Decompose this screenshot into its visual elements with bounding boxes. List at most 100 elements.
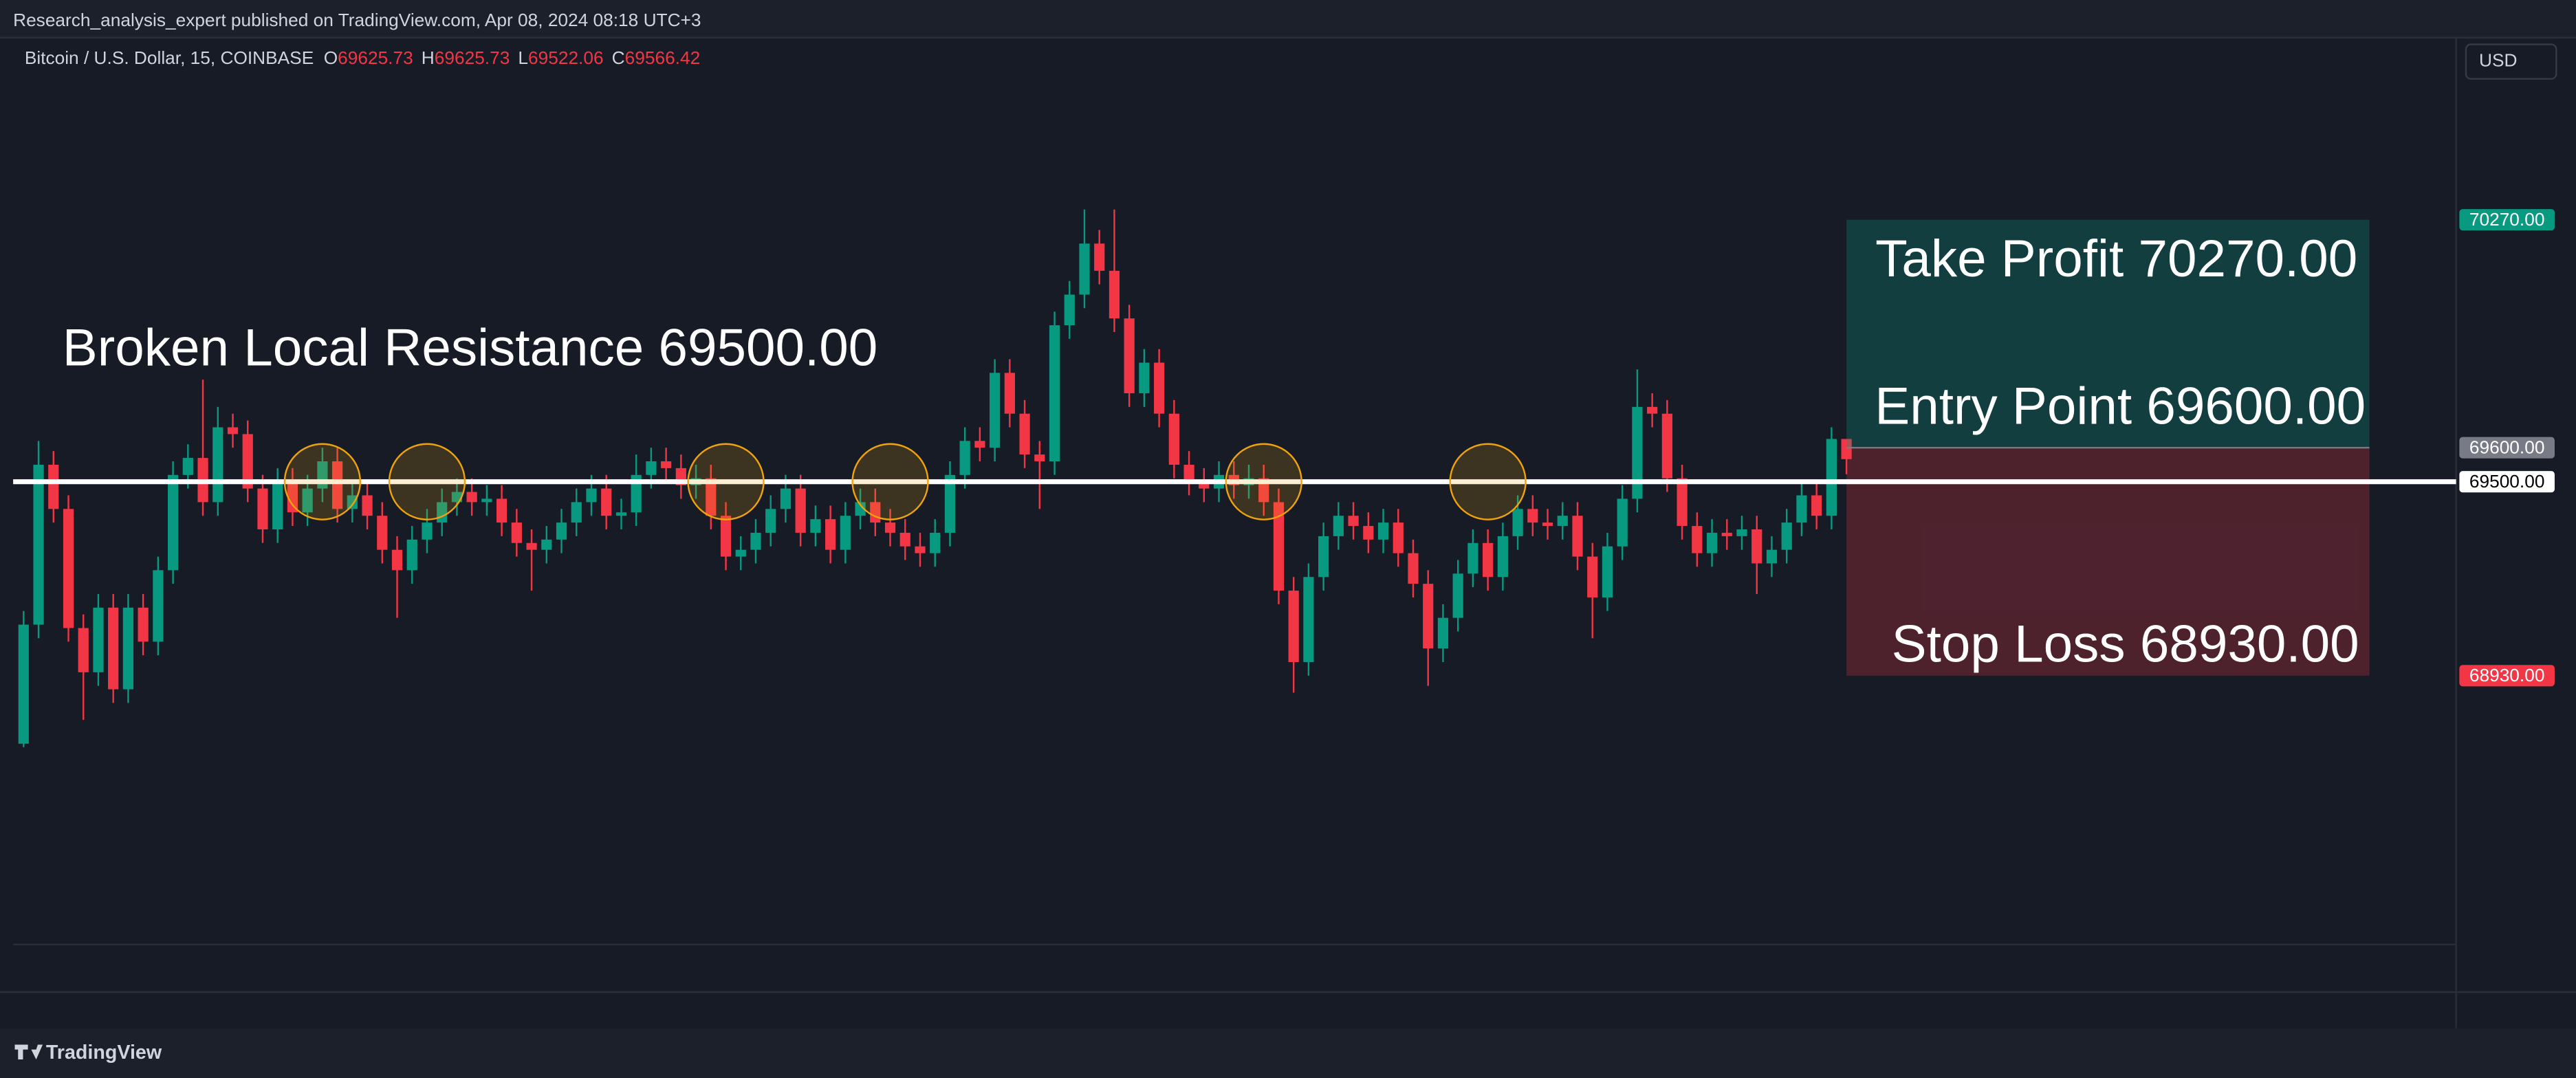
- candle-body: [1497, 536, 1508, 578]
- candle-body: [1109, 270, 1120, 319]
- candle-body: [167, 474, 179, 571]
- legend-value: 69566.42: [625, 47, 701, 68]
- candle-body: [1512, 509, 1523, 536]
- loss-zone: [1846, 448, 2370, 676]
- candle-body: [1557, 516, 1568, 527]
- brand: TradingView: [46, 1042, 162, 1064]
- legend: Bitcoin / U.S. Dollar, 15, COINBASE O696…: [25, 47, 700, 68]
- touch-circle: [851, 443, 929, 520]
- candle-body: [18, 624, 29, 744]
- candle-body: [1303, 577, 1314, 662]
- candle-body: [1587, 556, 1598, 597]
- plot: [18, 209, 1852, 747]
- candle-body: [706, 478, 717, 516]
- candle-body: [1258, 478, 1269, 503]
- legend-value: 69522.06: [528, 47, 604, 68]
- candle-body: [122, 607, 134, 690]
- legend-letter: O: [324, 47, 338, 68]
- candle-body: [780, 488, 792, 509]
- candle-body: [541, 539, 552, 550]
- legend-letter: C: [612, 47, 625, 68]
- candle-body: [347, 495, 358, 509]
- currency-button[interactable]: [2465, 43, 2557, 80]
- publish-info: Research_analysis_expert published on Tr…: [13, 10, 701, 30]
- candle-body: [1333, 516, 1344, 536]
- candle-body: [1527, 509, 1538, 523]
- touch-circle: [283, 443, 362, 520]
- candle-body: [1004, 373, 1015, 414]
- candle-body: [899, 532, 910, 547]
- candle-body: [272, 481, 283, 529]
- profit-zone: [1846, 219, 2370, 448]
- candle-body: [750, 532, 761, 550]
- candle-body: [33, 464, 44, 625]
- candle-body: [182, 458, 193, 475]
- candle-body: [1168, 413, 1179, 465]
- candle-body: [78, 628, 89, 672]
- candle-body: [481, 498, 492, 503]
- candle-body: [302, 488, 313, 513]
- legend-value: 69625.73: [435, 47, 510, 68]
- candle-body: [1377, 522, 1389, 540]
- candle-body: [1766, 549, 1778, 564]
- candle-body: [1677, 478, 1688, 527]
- candle-body: [1452, 573, 1463, 618]
- candle-body: [974, 441, 985, 448]
- candle-body: [1199, 481, 1210, 489]
- candle-body: [391, 549, 403, 571]
- candle-body: [1124, 318, 1135, 394]
- candle-body: [1423, 584, 1434, 649]
- candle-body: [1692, 526, 1703, 553]
- annotation: Entry Point 69600.00: [1875, 377, 2366, 435]
- candle-body: [915, 546, 926, 553]
- candle-body: [1034, 454, 1045, 462]
- candle-body: [511, 522, 522, 543]
- candle-body: [63, 509, 74, 628]
- candle-body: [735, 549, 746, 557]
- price-tag: [2459, 665, 2555, 687]
- candle-body: [586, 488, 597, 503]
- candle-body: [1064, 294, 1075, 326]
- candle-body: [48, 464, 59, 509]
- candle-body: [1841, 439, 1852, 459]
- candle-body: [1019, 413, 1030, 455]
- candle-body: [1781, 522, 1792, 550]
- candle-body: [601, 488, 612, 516]
- touch-circle: [1449, 443, 1527, 520]
- price-tag-label: 69600.00: [2469, 437, 2545, 457]
- legend-value: 69625.73: [338, 47, 413, 68]
- currency[interactable]: USD: [2479, 50, 2517, 71]
- candle-body: [1572, 516, 1583, 557]
- candle-body: [1467, 542, 1478, 574]
- annotation: Broken Local Resistance 69500.00: [63, 318, 878, 377]
- bottom-bar: [0, 1028, 2576, 1078]
- candle-body: [422, 522, 433, 540]
- price-tag: [2459, 209, 2555, 231]
- annotation: Stop Loss 68930.00: [1892, 615, 2359, 673]
- candle-body: [377, 516, 388, 550]
- touch-circle: [687, 443, 765, 520]
- candle-body: [153, 570, 164, 642]
- candle-body: [1647, 406, 1658, 414]
- candle-body: [944, 474, 956, 533]
- candle-body: [1811, 495, 1822, 516]
- legend-letter: L: [518, 47, 528, 68]
- candle-body: [1796, 495, 1807, 523]
- candle-body: [138, 607, 149, 642]
- candle-body: [1602, 546, 1613, 597]
- candle-body: [1706, 532, 1718, 553]
- candle-body: [496, 498, 507, 523]
- candle-body: [1139, 362, 1150, 394]
- candle-body: [1049, 325, 1060, 462]
- touch-circle: [1225, 443, 1302, 520]
- candle-body: [466, 492, 477, 503]
- price-tag-label: 68930.00: [2469, 665, 2545, 685]
- candle-body: [1154, 362, 1165, 414]
- symbol: Bitcoin / U.S. Dollar, 15, COINBASE: [25, 47, 314, 68]
- candle-body: [1393, 522, 1404, 553]
- candle-body: [959, 441, 970, 475]
- candle-body: [615, 512, 627, 516]
- candle-body: [1079, 243, 1090, 295]
- annotation: Take Profit 70270.00: [1875, 230, 2357, 288]
